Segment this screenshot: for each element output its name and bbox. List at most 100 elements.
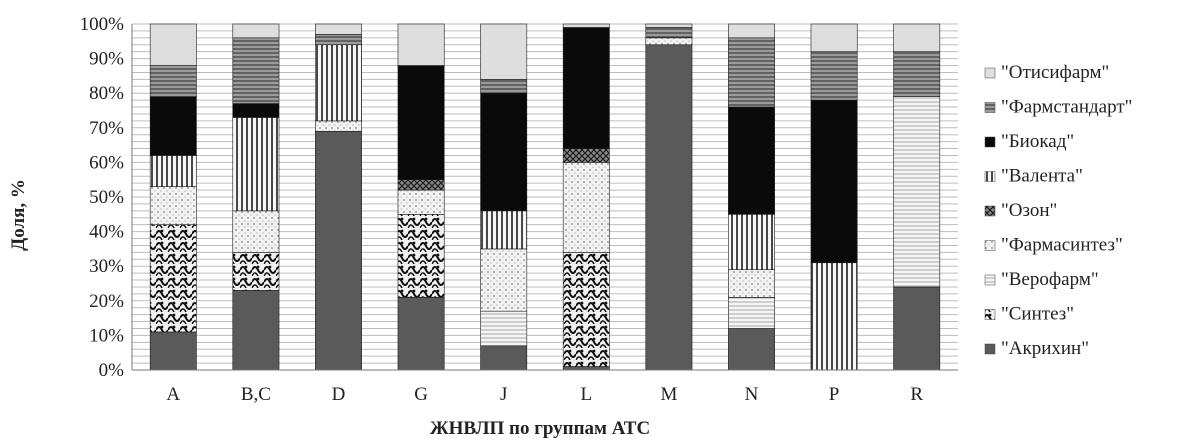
bar-segment xyxy=(645,23,693,28)
y-tick-label: 40% xyxy=(89,222,124,243)
bar-segment xyxy=(562,23,610,28)
legend-label: "Валента" xyxy=(1001,166,1083,187)
bar-segment xyxy=(810,51,858,101)
bar-segment xyxy=(232,290,280,371)
legend-label: "Фармстандарт" xyxy=(1001,97,1132,118)
bar-segment xyxy=(728,106,775,215)
legend-label: "Биокад" xyxy=(1001,131,1074,152)
bar-segment xyxy=(397,214,445,298)
bar-segment xyxy=(232,37,280,104)
bar-segment xyxy=(728,214,775,270)
bar-segment xyxy=(728,37,775,108)
bar-segment xyxy=(893,23,941,52)
x-tick-label: J xyxy=(500,384,507,405)
y-tick-label: 70% xyxy=(89,118,124,139)
bar-segment xyxy=(645,37,693,46)
bar-segment xyxy=(232,103,280,118)
bar-segment xyxy=(728,297,775,329)
y-tick-label: 0% xyxy=(99,360,125,381)
bar-segment xyxy=(315,120,362,132)
bar-segment xyxy=(315,44,362,122)
y-tick-label: 50% xyxy=(89,187,124,208)
x-tick-label: L xyxy=(580,384,592,405)
y-tick-label: 100% xyxy=(80,14,125,35)
y-axis-title: Доля, % xyxy=(8,179,29,251)
bar-segment xyxy=(315,130,362,371)
y-tick-label: 10% xyxy=(89,325,124,346)
y-tick-label: 30% xyxy=(89,256,124,277)
bar-segment xyxy=(397,65,445,180)
bar-segment xyxy=(149,155,197,187)
bar-segment xyxy=(397,23,445,66)
legend-label: "Верофарм" xyxy=(1001,269,1099,290)
legend-swatch xyxy=(984,136,996,148)
bar-segment xyxy=(728,23,775,39)
bar-segment xyxy=(562,252,610,367)
bar-segment xyxy=(149,186,197,225)
legend: "Отисифарм" "Фармстандарт" "Биокад" "Валент… xyxy=(984,62,1132,359)
legend-label: "Синтез" xyxy=(1001,304,1074,325)
bar-segment xyxy=(149,96,197,156)
bar-segment xyxy=(149,23,197,66)
bar-segment xyxy=(893,286,941,371)
legend-swatch xyxy=(984,205,996,217)
legend-swatch xyxy=(984,102,996,113)
bar-segment xyxy=(480,210,528,250)
bar-segment xyxy=(397,179,445,191)
y-tick-label: 20% xyxy=(89,291,124,312)
bar-segment xyxy=(562,366,610,371)
bar-segment xyxy=(232,210,280,253)
bar-segment xyxy=(645,44,693,371)
bar-segment xyxy=(232,252,280,291)
bar-segment xyxy=(480,248,528,312)
legend-swatch xyxy=(984,343,996,355)
legend-label: "Акрихин" xyxy=(1001,338,1089,359)
y-tick-label: 90% xyxy=(89,49,124,70)
legend-label: "Фармасинтез" xyxy=(1001,235,1123,256)
x-axis-title: ЖНВЛП по группам АТС xyxy=(430,418,650,439)
x-tick-label: G xyxy=(414,384,428,405)
bar-segment xyxy=(480,92,528,212)
bar-segment xyxy=(810,262,858,371)
x-tick-label: M xyxy=(660,384,677,405)
x-tick-label: R xyxy=(910,384,923,405)
bar-segment xyxy=(562,27,610,149)
legend-label: "Отисифарм" xyxy=(1001,62,1109,83)
legend-swatch xyxy=(984,309,996,320)
bar-segment xyxy=(315,23,362,35)
legend-swatch xyxy=(984,171,996,182)
bar-segment xyxy=(480,23,528,80)
bar-segment xyxy=(480,310,528,347)
legend-swatch xyxy=(984,240,996,251)
bar-segment xyxy=(893,51,941,97)
bar-segment xyxy=(232,117,280,212)
y-tick-label: 80% xyxy=(89,83,124,104)
x-tick-label: N xyxy=(745,384,759,405)
bar-segment xyxy=(149,65,197,97)
x-tick-label: B,C xyxy=(241,384,271,405)
bar-segment xyxy=(562,162,610,253)
axes: 0% 10% 20% 30% 40% 50% 60% 70% 80% 90% 100% A B,C D G J… xyxy=(80,14,958,405)
legend-label: "Озон" xyxy=(1001,200,1057,221)
bar-segment xyxy=(232,23,280,39)
x-tick-label: D xyxy=(332,384,346,405)
bar-segment xyxy=(893,96,941,288)
bar-segment xyxy=(562,148,610,163)
bar-segment xyxy=(480,79,528,94)
bars xyxy=(149,23,941,371)
bar-segment xyxy=(810,99,858,264)
x-tick-label: A xyxy=(166,384,180,405)
bar-segment xyxy=(728,328,775,371)
bar-segment xyxy=(149,331,197,371)
bar-segment xyxy=(810,23,858,52)
legend-swatch xyxy=(984,67,996,79)
bar-segment xyxy=(397,189,445,215)
x-tick-label: P xyxy=(829,384,840,405)
y-tick-label: 60% xyxy=(89,152,124,173)
bar-segment xyxy=(397,297,445,371)
legend-swatch xyxy=(984,274,996,286)
bar-segment xyxy=(645,27,693,39)
bar-segment xyxy=(149,224,197,333)
